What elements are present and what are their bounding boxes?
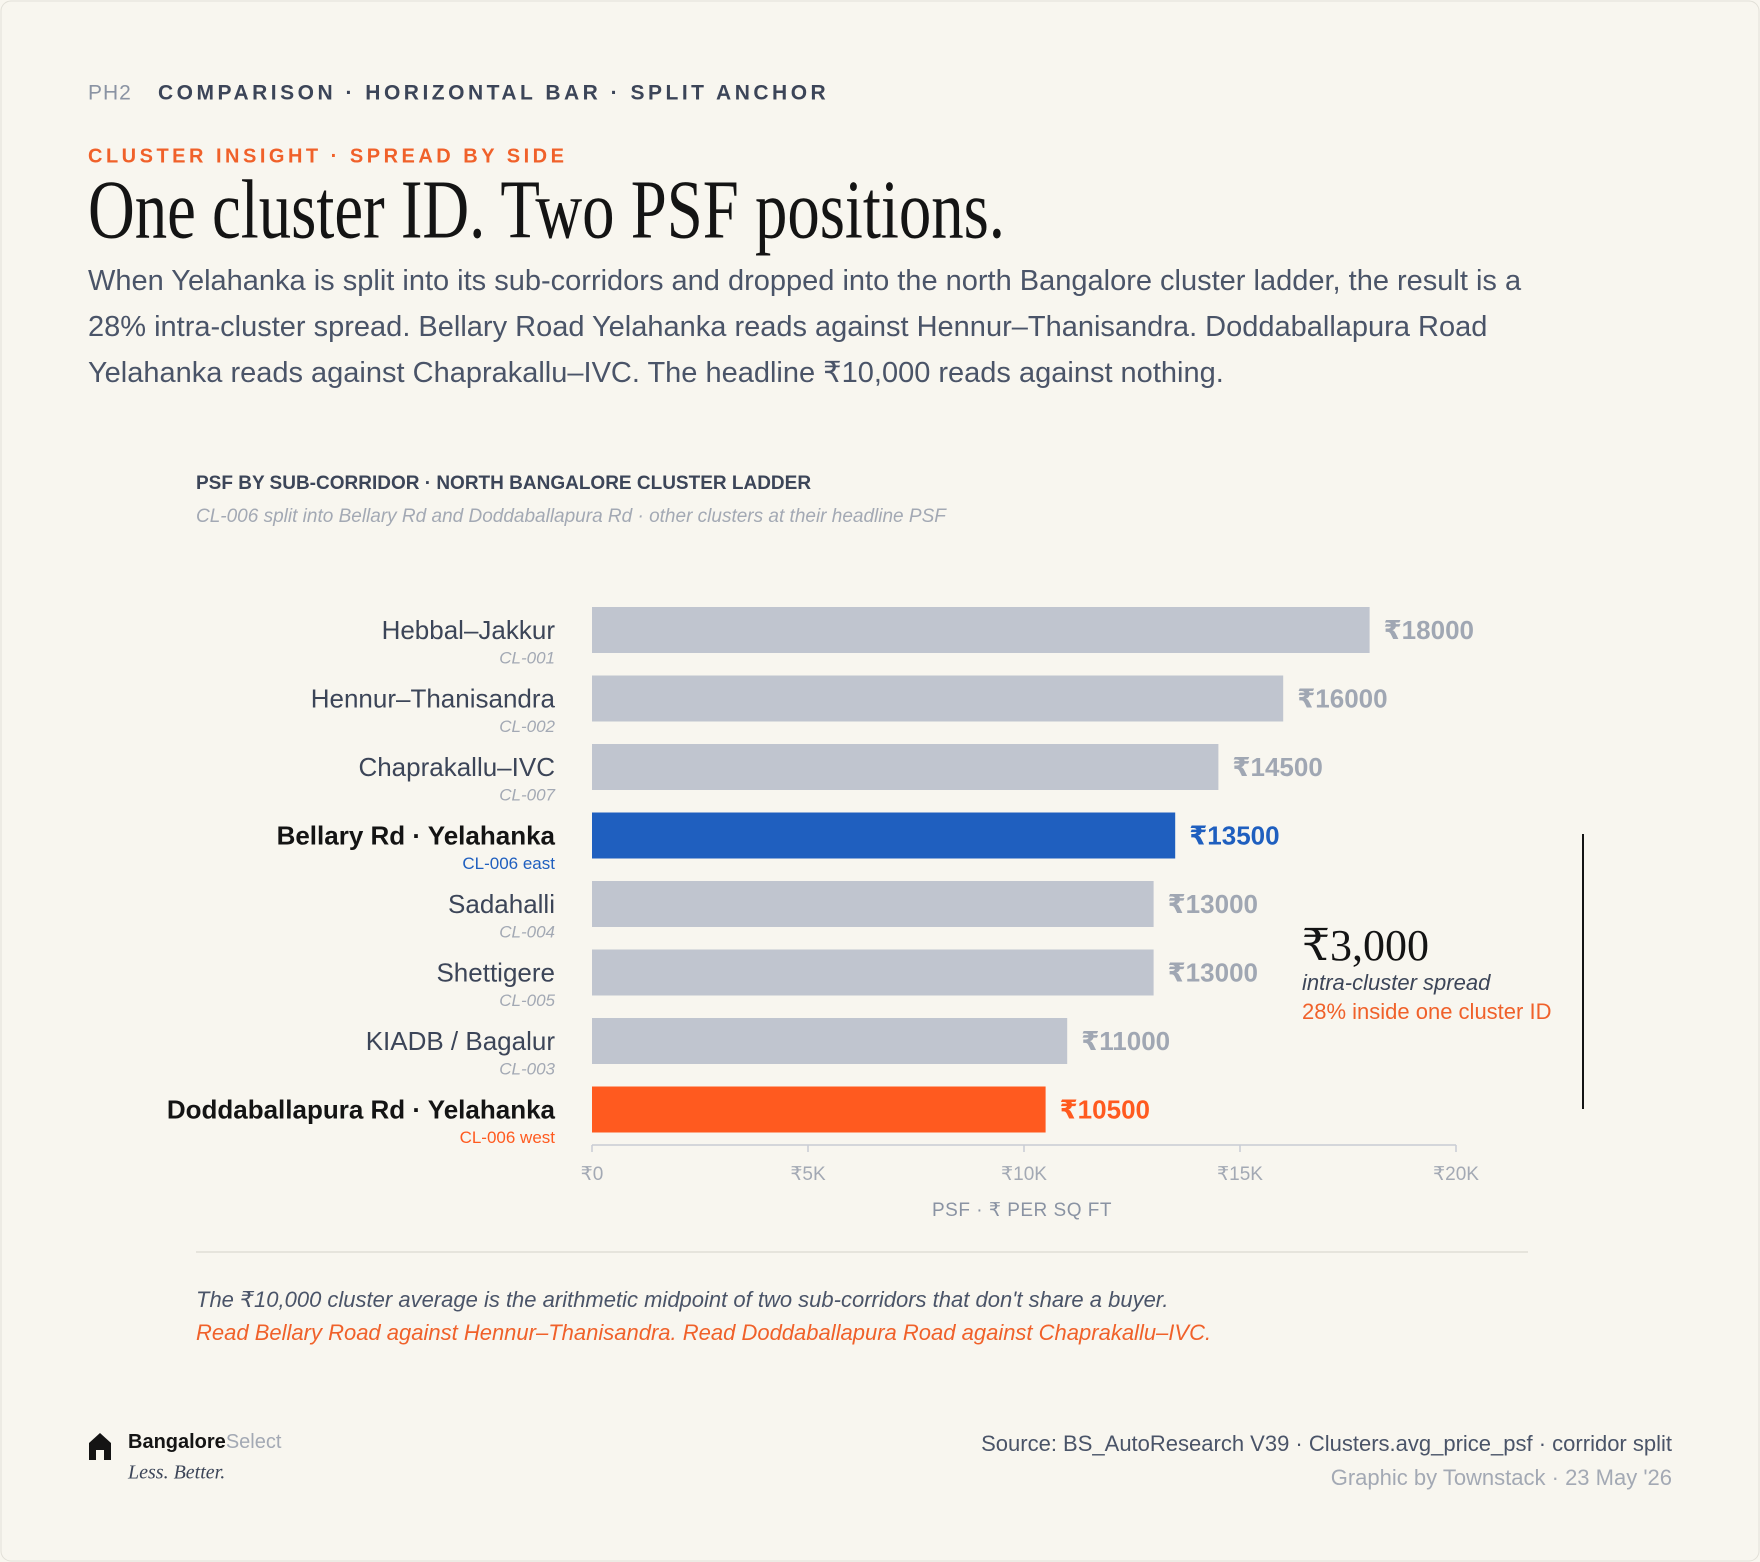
category-sublabel: CL-001 (499, 648, 555, 667)
bar (592, 881, 1154, 927)
brand-suffix: Select (226, 1431, 282, 1453)
annotation-text: intra-cluster spread (1302, 970, 1491, 995)
bar (592, 1086, 1046, 1133)
note: The ₹10,000 cluster average is the arith… (196, 1287, 1168, 1312)
value-label: ₹18000 (1384, 615, 1474, 645)
category-sublabel: CL-004 (499, 922, 555, 941)
tagline: Less. Better. (127, 1462, 225, 1484)
category-label: Sadahalli (448, 889, 555, 919)
category-label: Doddaballapura Rd · Yelahanka (167, 1094, 556, 1124)
value-label: ₹13500 (1189, 820, 1279, 850)
logo-icon (89, 1433, 111, 1460)
value-label: ₹10500 (1060, 1094, 1150, 1124)
title: One cluster ID. Two PSF positions. (88, 163, 1005, 256)
x-tick-label: ₹20K (1433, 1164, 1479, 1185)
bar (592, 744, 1219, 790)
category-label: Hebbal–Jakkur (382, 615, 556, 645)
category-sublabel: CL-006 east (462, 854, 555, 873)
category-sublabel: CL-003 (499, 1059, 555, 1078)
annotation-headline: ₹3,000 (1302, 921, 1429, 970)
chart-subtitle: CL-006 split into Bellary Rd and Doddaba… (196, 506, 947, 527)
x-tick-label: ₹0 (581, 1164, 604, 1185)
bar (592, 607, 1370, 653)
brand: BangaloreSelect (128, 1431, 282, 1453)
x-axis-label: PSF · ₹ PER SQ FT (932, 1200, 1112, 1221)
bar (592, 812, 1176, 859)
bar (592, 949, 1154, 996)
credit: Graphic by Townstack · 23 May '26 (1331, 1465, 1672, 1490)
category-label: Shettigere (436, 957, 555, 987)
bar (592, 675, 1284, 722)
x-tick-label: ₹10K (1001, 1164, 1047, 1185)
annotation-note: 28% inside one cluster ID (1302, 999, 1551, 1024)
category-label: Hennur–Thanisandra (311, 683, 556, 713)
value-label: ₹16000 (1297, 683, 1387, 713)
category-label: Bellary Rd · Yelahanka (277, 820, 556, 850)
category-sublabel: CL-006 west (460, 1128, 556, 1147)
category-label: Chaprakallu–IVC (358, 752, 555, 782)
header-label: COMPARISON · HORIZONTAL BAR · SPLIT ANCH… (158, 82, 829, 105)
value-label: ₹13000 (1168, 957, 1258, 987)
source: Source: BS_AutoResearch V39 · Clusters.a… (981, 1431, 1672, 1456)
category-label: KIADB / Bagalur (366, 1026, 556, 1056)
category-sublabel: CL-007 (499, 785, 555, 804)
kicker: CLUSTER INSIGHT · SPREAD BY SIDE (88, 145, 567, 167)
bar (592, 1018, 1068, 1064)
chart-title: PSF BY SUB-CORRIDOR · NORTH BANGALORE CL… (196, 473, 811, 494)
lede: When Yelahanka is split into its sub-cor… (88, 265, 1522, 389)
value-label: ₹14500 (1232, 752, 1322, 782)
brand-name: Bangalore (128, 1431, 226, 1453)
category-sublabel: CL-002 (499, 717, 555, 736)
header-code: PH2 (88, 82, 132, 105)
value-label: ₹11000 (1081, 1026, 1170, 1056)
x-tick-label: ₹15K (1217, 1164, 1263, 1185)
note: Read Bellary Road against Hennur–Thanisa… (196, 1320, 1211, 1345)
x-tick-label: ₹5K (790, 1164, 826, 1185)
category-sublabel: CL-005 (499, 991, 555, 1010)
value-label: ₹13000 (1168, 889, 1258, 919)
